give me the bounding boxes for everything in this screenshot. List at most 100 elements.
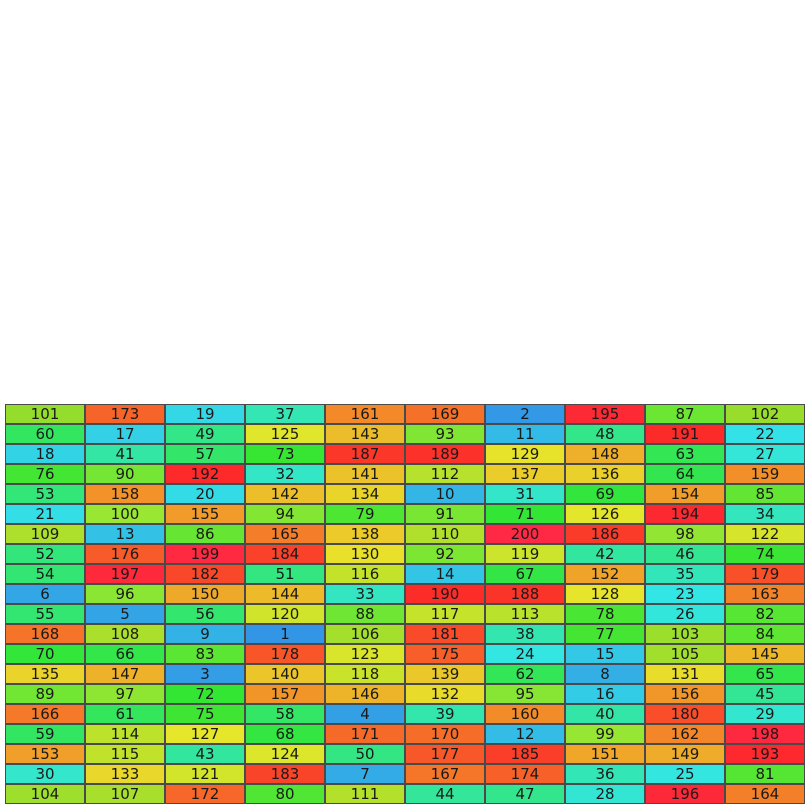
grid-cell[interactable]: 4 — [325, 704, 405, 724]
grid-cell[interactable]: 12 — [485, 724, 565, 744]
grid-cell[interactable]: 160 — [485, 704, 565, 724]
grid-cell[interactable]: 195 — [565, 404, 645, 424]
grid-cell[interactable]: 117 — [405, 604, 485, 624]
grid-cell[interactable]: 130 — [325, 544, 405, 564]
grid-cell[interactable]: 47 — [485, 784, 565, 804]
grid-cell[interactable]: 168 — [5, 624, 85, 644]
grid-cell[interactable]: 180 — [645, 704, 725, 724]
grid-cell[interactable]: 35 — [645, 564, 725, 584]
grid-cell[interactable]: 138 — [325, 524, 405, 544]
grid-cell[interactable]: 90 — [85, 464, 165, 484]
grid-cell[interactable]: 23 — [645, 584, 725, 604]
grid-cell[interactable]: 20 — [165, 484, 245, 504]
grid-cell[interactable]: 141 — [325, 464, 405, 484]
grid-cell[interactable]: 100 — [85, 504, 165, 524]
grid-cell[interactable]: 30 — [5, 764, 85, 784]
grid-cell[interactable]: 55 — [5, 604, 85, 624]
grid-cell[interactable]: 107 — [85, 784, 165, 804]
grid-cell[interactable]: 120 — [245, 604, 325, 624]
grid-cell[interactable]: 36 — [565, 764, 645, 784]
grid-cell[interactable]: 147 — [85, 664, 165, 684]
grid-cell[interactable]: 6 — [5, 584, 85, 604]
grid-cell[interactable]: 61 — [85, 704, 165, 724]
grid-cell[interactable]: 8 — [565, 664, 645, 684]
grid-cell[interactable]: 164 — [725, 784, 805, 804]
grid-cell[interactable]: 54 — [5, 564, 85, 584]
grid-cell[interactable]: 84 — [725, 624, 805, 644]
grid-cell[interactable]: 51 — [245, 564, 325, 584]
grid-cell[interactable]: 178 — [245, 644, 325, 664]
grid-cell[interactable]: 177 — [405, 744, 485, 764]
grid-cell[interactable]: 82 — [725, 604, 805, 624]
grid-cell[interactable]: 101 — [5, 404, 85, 424]
grid-cell[interactable]: 22 — [725, 424, 805, 444]
grid-cell[interactable]: 155 — [165, 504, 245, 524]
grid-cell[interactable]: 58 — [245, 704, 325, 724]
grid-cell[interactable]: 95 — [485, 684, 565, 704]
grid-cell[interactable]: 37 — [245, 404, 325, 424]
grid-cell[interactable]: 150 — [165, 584, 245, 604]
grid-cell[interactable]: 74 — [725, 544, 805, 564]
grid-cell[interactable]: 33 — [325, 584, 405, 604]
grid-cell[interactable]: 183 — [245, 764, 325, 784]
grid-cell[interactable]: 49 — [165, 424, 245, 444]
grid-cell[interactable]: 113 — [485, 604, 565, 624]
grid-cell[interactable]: 153 — [5, 744, 85, 764]
grid-cell[interactable]: 159 — [725, 464, 805, 484]
grid-cell[interactable]: 170 — [405, 724, 485, 744]
grid-cell[interactable]: 139 — [405, 664, 485, 684]
grid-cell[interactable]: 81 — [725, 764, 805, 784]
grid-cell[interactable]: 34 — [725, 504, 805, 524]
grid-cell[interactable]: 136 — [565, 464, 645, 484]
grid-cell[interactable]: 171 — [325, 724, 405, 744]
grid-cell[interactable]: 114 — [85, 724, 165, 744]
grid-cell[interactable]: 56 — [165, 604, 245, 624]
grid-cell[interactable]: 148 — [565, 444, 645, 464]
grid-cell[interactable]: 167 — [405, 764, 485, 784]
grid-cell[interactable]: 119 — [485, 544, 565, 564]
grid-cell[interactable]: 190 — [405, 584, 485, 604]
grid-cell[interactable]: 186 — [565, 524, 645, 544]
grid-cell[interactable]: 192 — [165, 464, 245, 484]
grid-cell[interactable]: 106 — [325, 624, 405, 644]
grid-cell[interactable]: 91 — [405, 504, 485, 524]
grid-cell[interactable]: 18 — [5, 444, 85, 464]
grid-cell[interactable]: 46 — [645, 544, 725, 564]
grid-cell[interactable]: 85 — [725, 484, 805, 504]
grid-cell[interactable]: 32 — [245, 464, 325, 484]
grid-cell[interactable]: 64 — [645, 464, 725, 484]
grid-cell[interactable]: 122 — [725, 524, 805, 544]
grid-cell[interactable]: 112 — [405, 464, 485, 484]
grid-cell[interactable]: 88 — [325, 604, 405, 624]
grid-cell[interactable]: 125 — [245, 424, 325, 444]
grid-cell[interactable]: 105 — [645, 644, 725, 664]
grid-cell[interactable]: 182 — [165, 564, 245, 584]
grid-cell[interactable]: 7 — [325, 764, 405, 784]
grid-cell[interactable]: 194 — [645, 504, 725, 524]
grid-cell[interactable]: 79 — [325, 504, 405, 524]
grid-cell[interactable]: 10 — [405, 484, 485, 504]
grid-cell[interactable]: 143 — [325, 424, 405, 444]
grid-cell[interactable]: 127 — [165, 724, 245, 744]
grid-cell[interactable]: 165 — [245, 524, 325, 544]
grid-cell[interactable]: 199 — [165, 544, 245, 564]
grid-cell[interactable]: 27 — [725, 444, 805, 464]
grid-cell[interactable]: 57 — [165, 444, 245, 464]
grid-cell[interactable]: 97 — [85, 684, 165, 704]
grid-cell[interactable]: 71 — [485, 504, 565, 524]
grid-cell[interactable]: 158 — [85, 484, 165, 504]
grid-cell[interactable]: 111 — [325, 784, 405, 804]
grid-cell[interactable]: 13 — [85, 524, 165, 544]
grid-cell[interactable]: 173 — [85, 404, 165, 424]
grid-cell[interactable]: 176 — [85, 544, 165, 564]
grid-cell[interactable]: 92 — [405, 544, 485, 564]
grid-cell[interactable]: 29 — [725, 704, 805, 724]
grid-cell[interactable]: 65 — [725, 664, 805, 684]
grid-cell[interactable]: 44 — [405, 784, 485, 804]
grid-cell[interactable]: 126 — [565, 504, 645, 524]
grid-cell[interactable]: 16 — [565, 684, 645, 704]
grid-cell[interactable]: 26 — [645, 604, 725, 624]
grid-cell[interactable]: 169 — [405, 404, 485, 424]
grid-cell[interactable]: 5 — [85, 604, 165, 624]
grid-cell[interactable]: 78 — [565, 604, 645, 624]
